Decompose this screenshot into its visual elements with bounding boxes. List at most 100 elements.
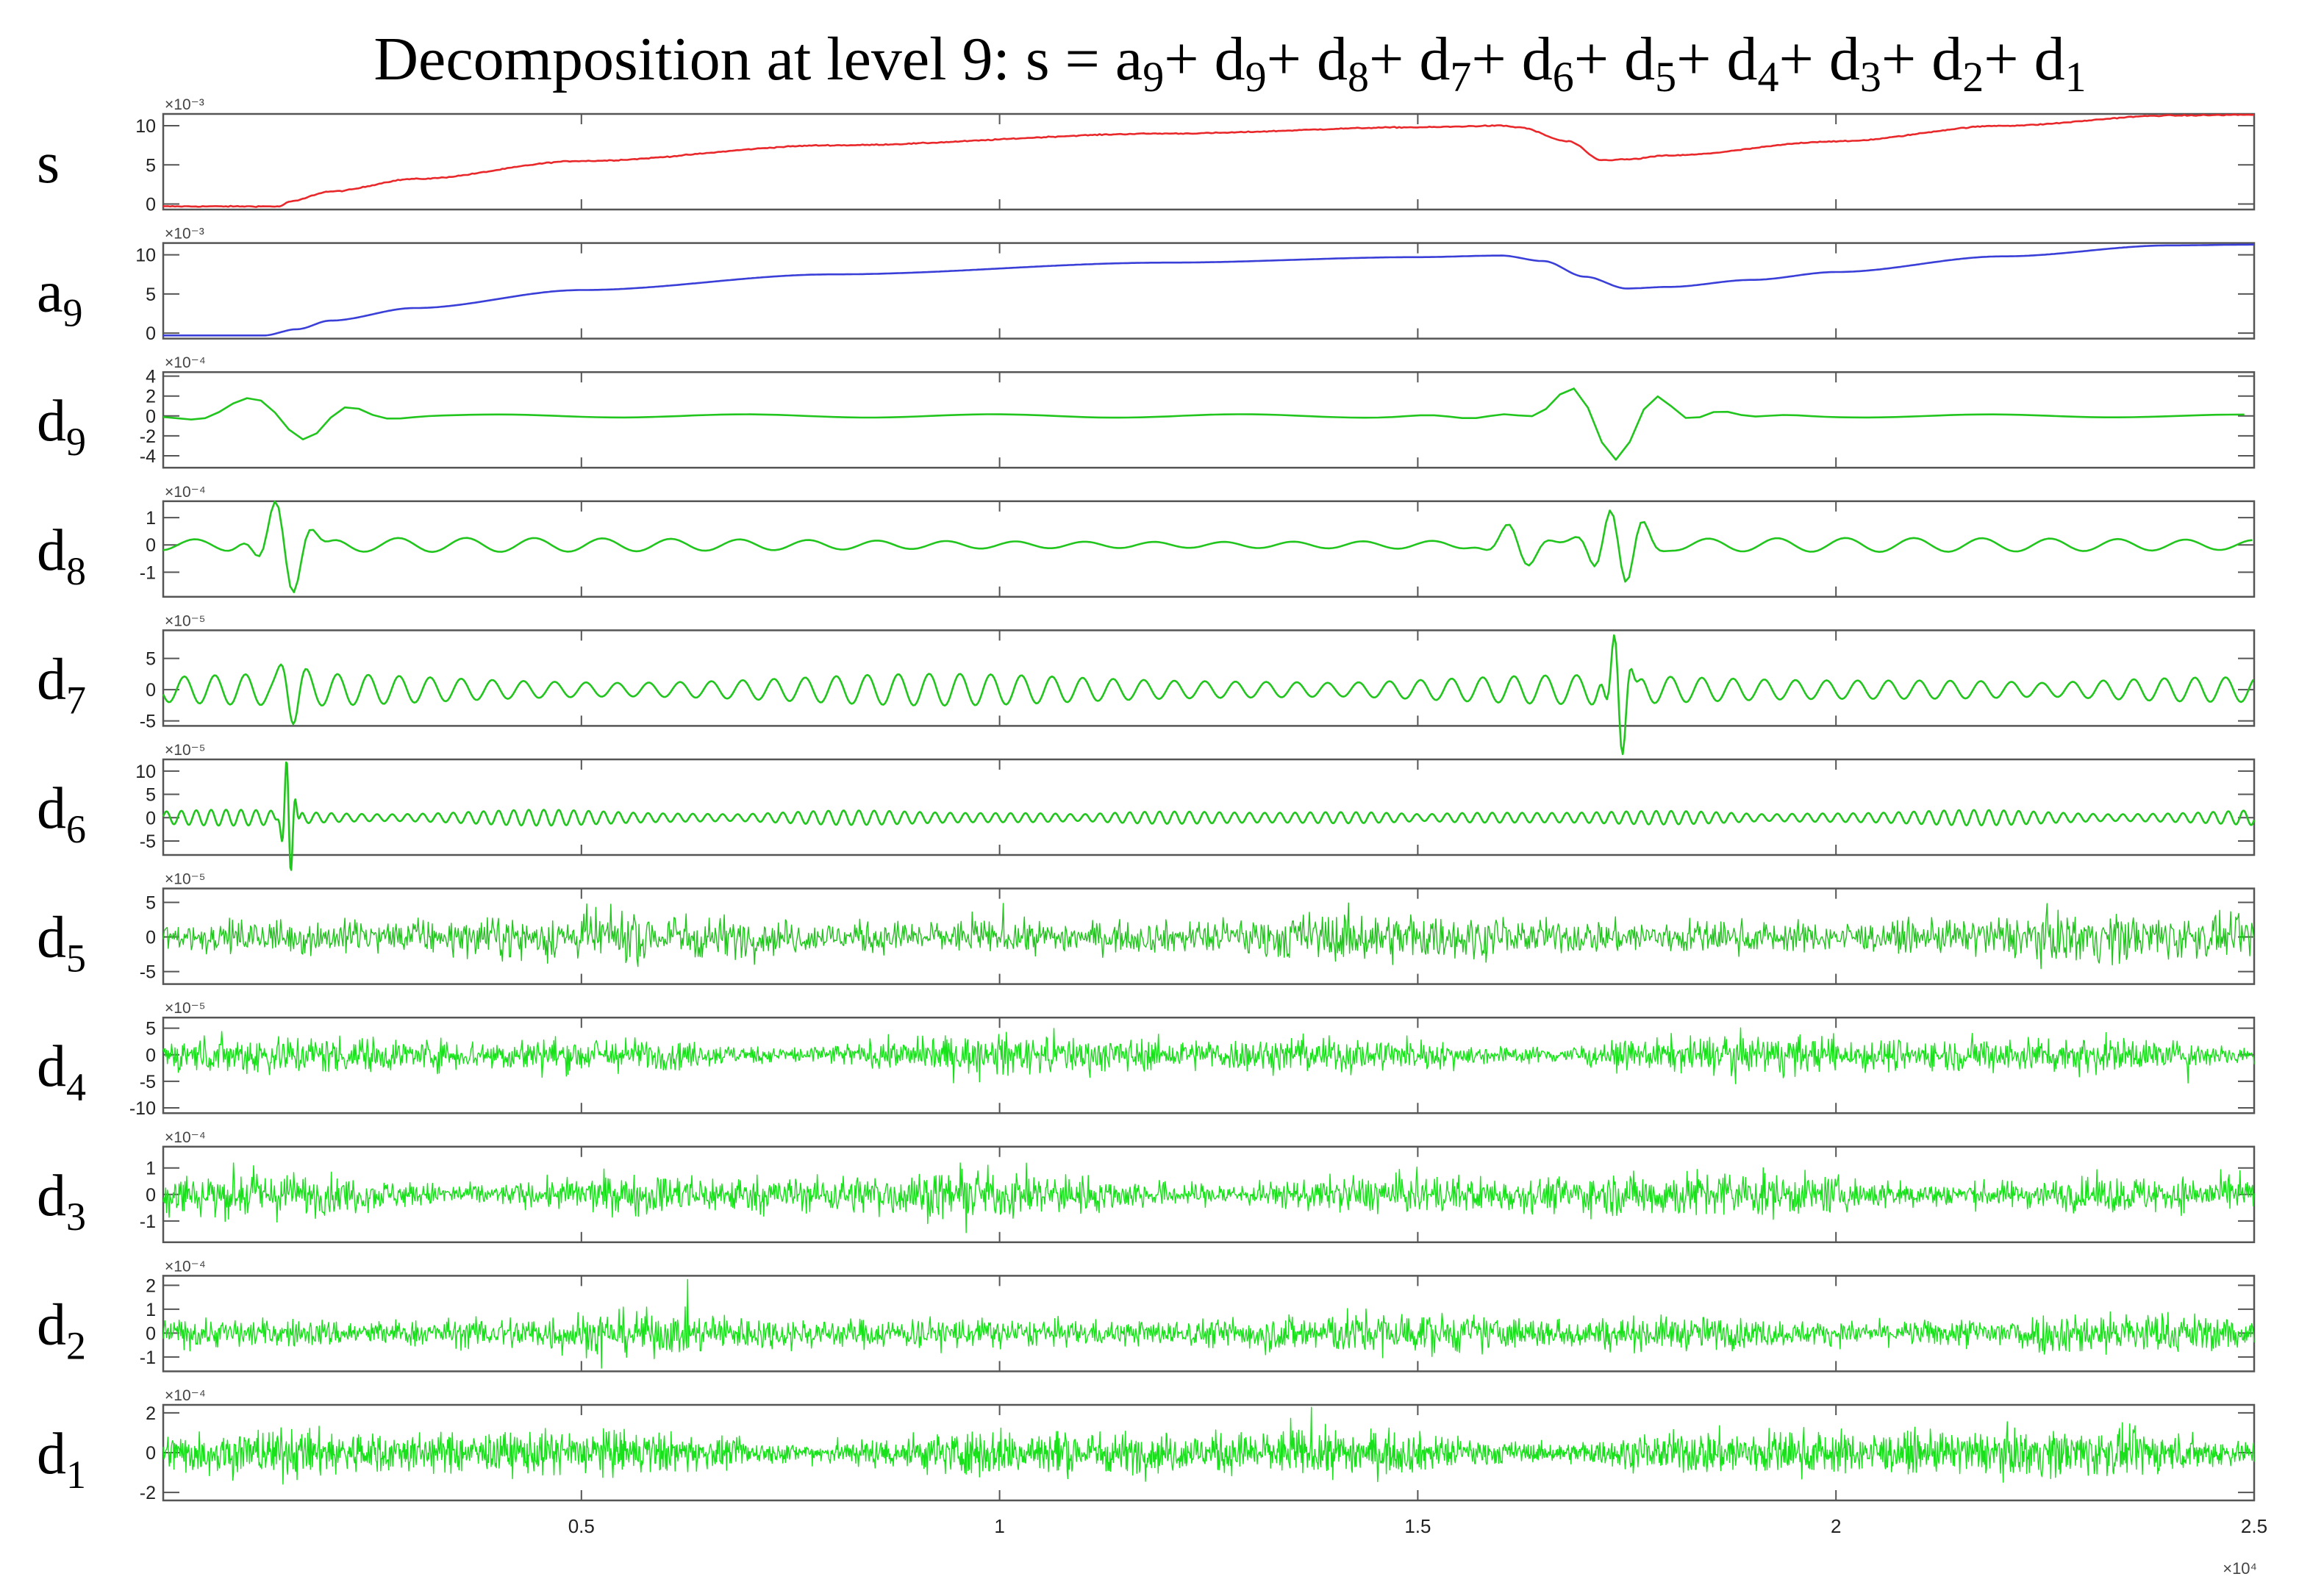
y-exponent-label: ×10⁻⁴ — [165, 1129, 206, 1146]
x-tick-label: 1.5 — [1404, 1515, 1431, 1537]
subplot-d4: -10 -5 0 5 ×10⁻⁵ d4 — [37, 1000, 2256, 1119]
y-tick-label: 5 — [146, 892, 156, 913]
x-tick-label: 2 — [1831, 1515, 1841, 1537]
y-tick-label: 5 — [146, 649, 156, 670]
component-label: s — [37, 131, 60, 196]
y-tick-label: -2 — [140, 1483, 156, 1503]
subplot-stack: 0510×10⁻³s0510×10⁻³a9-4-2024×10⁻⁴d9-101×… — [37, 96, 2256, 1503]
figure-title: Decomposition at level 9: s = a9+ d9+ d8… — [373, 25, 2086, 101]
component-label: d4 — [37, 1034, 86, 1109]
y-tick-label: 0 — [146, 1443, 156, 1464]
series-line-d7 — [162, 634, 2255, 756]
y-exponent-label: ×10⁻⁴ — [165, 1387, 206, 1404]
y-tick-label: 1 — [146, 1159, 156, 1179]
y-tick-label: 0 — [146, 1185, 156, 1206]
subplot-d1: -2 0 2 ×10⁻⁴ d1 — [37, 1387, 2256, 1503]
y-tick-label: 2 — [146, 1403, 156, 1424]
y-exponent-label: ×10⁻⁵ — [165, 612, 205, 629]
y-tick-label: 0 — [146, 195, 156, 215]
y-tick-label: 0 — [146, 1045, 156, 1066]
x-exponent-label: ×10⁴ — [2223, 1559, 2257, 1578]
y-tick-label: -1 — [140, 562, 156, 583]
component-label: d1 — [37, 1422, 86, 1497]
component-label: d5 — [37, 906, 86, 981]
subplot-d7: -5 0 5 ×10⁻⁵ d7 — [37, 612, 2256, 756]
series-line-d8 — [162, 500, 2253, 593]
subplot-d2: -1 0 1 2 ×10⁻⁴ d2 — [37, 1258, 2256, 1373]
y-tick-label: -5 — [140, 962, 156, 983]
x-tick-label: 1 — [994, 1515, 1004, 1537]
axes-frame — [162, 242, 2256, 340]
subplot-d6: -505 10 ×10⁻⁵ d6 — [37, 742, 2256, 871]
y-exponent-label: ×10⁻⁵ — [165, 742, 205, 759]
subplot-s: 0 5 10 ×10⁻³ s — [37, 96, 2256, 215]
component-label: d2 — [37, 1292, 86, 1367]
y-tick-label: -5 — [140, 831, 156, 852]
series-line-s — [162, 113, 2255, 208]
axes-frame — [162, 1016, 2256, 1114]
series-line-d4 — [162, 1027, 2255, 1084]
x-tick-label: 0.5 — [568, 1515, 595, 1537]
axes-frame — [162, 371, 2256, 469]
y-tick-label: -4 — [140, 446, 156, 467]
y-tick-label: 2 — [146, 387, 156, 407]
series-line-d5 — [162, 902, 2255, 970]
y-tick-label: 2 — [146, 1275, 156, 1296]
component-label: d6 — [37, 776, 86, 851]
y-tick-label: 5 — [146, 1019, 156, 1039]
component-label: d9 — [37, 389, 86, 464]
y-tick-label: 5 — [146, 285, 156, 305]
axes-frame — [162, 112, 2256, 211]
y-tick-label: 4 — [146, 367, 156, 387]
series-line-d1 — [162, 1406, 2255, 1485]
y-tick-label: 5 — [146, 785, 156, 806]
y-tick-label: -2 — [140, 426, 156, 447]
subplot-d3: -1 0 1 ×10⁻⁴ d3 — [37, 1129, 2256, 1244]
y-tick-label: -10 — [129, 1098, 156, 1119]
component-label: a9 — [37, 260, 83, 335]
y-exponent-label: ×10⁻³ — [165, 96, 204, 113]
y-tick-label: 10 — [135, 762, 156, 782]
axes-frame — [162, 629, 2256, 727]
subplot-d5: -5 0 5 ×10⁻⁵ d5 — [37, 871, 2256, 985]
y-exponent-label: ×10⁻⁴ — [165, 1258, 206, 1275]
y-tick-label: 1 — [146, 508, 156, 529]
axes-frame — [162, 500, 2256, 598]
y-tick-label: 1 — [146, 1300, 156, 1320]
y-tick-label: 0 — [146, 323, 156, 344]
y-tick-label: 0 — [146, 535, 156, 556]
component-label: d8 — [37, 518, 86, 593]
y-exponent-label: ×10⁻⁴ — [165, 484, 206, 501]
series-line-a9 — [163, 243, 2254, 337]
y-tick-label: -1 — [140, 1212, 156, 1232]
axes-frame — [162, 758, 2256, 856]
subplot-a9: 0 5 10 ×10⁻³ a9 — [37, 226, 2256, 344]
shared-x-axis: 0.5 1 1.5 2 2.5 ×10⁴ — [568, 1515, 2267, 1578]
y-tick-label: 0 — [146, 407, 156, 427]
y-tick-label: 0 — [146, 928, 156, 948]
y-exponent-label: ×10⁻⁵ — [165, 871, 205, 888]
y-tick-label: -1 — [140, 1348, 156, 1368]
y-tick-label: 5 — [146, 155, 156, 176]
y-tick-label: 0 — [146, 680, 156, 701]
component-label: d3 — [37, 1164, 86, 1239]
series-line-d9 — [162, 387, 2245, 461]
y-exponent-label: ×10⁻⁵ — [165, 1000, 205, 1017]
y-exponent-label: ×10⁻⁴ — [165, 354, 206, 371]
series-line-d6 — [162, 761, 2256, 871]
y-exponent-label: ×10⁻³ — [165, 226, 204, 243]
series-line-d2 — [162, 1278, 2255, 1369]
y-tick-label: 0 — [146, 808, 156, 829]
y-tick-label: -5 — [140, 712, 156, 732]
series-line-d3 — [162, 1162, 2255, 1234]
subplot-d8: -1 0 1 ×10⁻⁴ d8 — [37, 484, 2256, 598]
axes-frame — [162, 1275, 2256, 1373]
y-tick-label: 0 — [146, 1323, 156, 1344]
y-tick-label: 10 — [135, 116, 156, 137]
x-tick-label: 2.5 — [2241, 1515, 2267, 1537]
y-tick-label: -5 — [140, 1072, 156, 1092]
y-tick-label: 10 — [135, 246, 156, 266]
component-label: d7 — [37, 647, 86, 722]
